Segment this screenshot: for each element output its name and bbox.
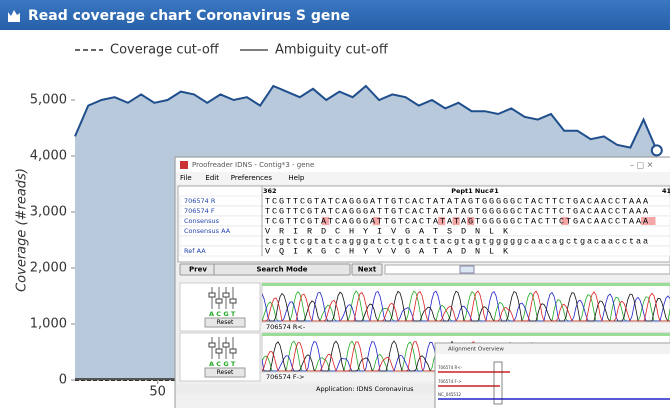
trace-highlight bbox=[262, 333, 670, 336]
y-tick-label: 1,000 bbox=[30, 317, 67, 332]
app-icon bbox=[180, 161, 188, 169]
trace-label-bg bbox=[262, 323, 670, 331]
status-text: Application: IDNS Coronavirus bbox=[316, 385, 414, 393]
y-tick-label: 4,000 bbox=[30, 149, 67, 164]
row-label[interactable]: 706574 R bbox=[184, 197, 216, 205]
trace-label: 706574 R<- bbox=[266, 323, 306, 331]
scrollbar[interactable] bbox=[385, 265, 670, 274]
menu-item[interactable]: Help bbox=[288, 174, 305, 182]
minimize[interactable]: – □ ✕ bbox=[630, 161, 653, 170]
button-label[interactable]: Search Mode bbox=[256, 266, 307, 274]
y-tick-label: 3,000 bbox=[30, 205, 67, 220]
overview-label: 706574 R<- bbox=[438, 365, 463, 370]
trace-highlight bbox=[262, 283, 670, 286]
reference-name: Pept1 Nuc#1 bbox=[451, 187, 499, 195]
row-label[interactable]: Consensus bbox=[184, 217, 220, 225]
slider-knob[interactable] bbox=[223, 293, 229, 297]
y-axis-label: Coverage (#reads) bbox=[15, 168, 30, 292]
sequence: V R I R D C H Y I V G A T S D N L K bbox=[265, 226, 510, 236]
window-title: Proofreader IDNS - Contig*3 - gene bbox=[192, 161, 314, 169]
scroll-thumb[interactable] bbox=[460, 266, 474, 273]
row-label[interactable]: 706574 F bbox=[184, 207, 215, 215]
y-tick-label: 0 bbox=[59, 373, 67, 388]
sequence: TCGTTCGTATCAGGGATTGTCACTATATAGTGGGGGCTAC… bbox=[265, 196, 650, 206]
overview-label: NC_045512 bbox=[438, 392, 462, 397]
proofreader-window: Proofreader IDNS - Contig*3 - gene – □ ✕… bbox=[175, 157, 670, 408]
row-label[interactable]: Consensus AA bbox=[184, 227, 231, 235]
x-tick-label: 50 bbox=[149, 385, 166, 400]
y-tick-label: 5,000 bbox=[30, 93, 67, 108]
base-labels: A C G T bbox=[209, 360, 236, 368]
slider-knob[interactable] bbox=[209, 343, 215, 347]
sequence: TCGTTCGTATCAGGGATTGTCACTATATAGTGGGGGCTAC… bbox=[265, 206, 650, 216]
menu-item[interactable]: Preferences bbox=[231, 174, 273, 182]
slider-knob[interactable] bbox=[216, 299, 222, 303]
slider-knob[interactable] bbox=[209, 293, 215, 297]
menu-item[interactable]: File bbox=[180, 174, 192, 182]
position-end: 41 bbox=[662, 187, 670, 195]
position-start: 362 bbox=[263, 187, 277, 195]
sequence: tcgttcgtatcagggatctgtcattacgtagtgggggcaa… bbox=[265, 236, 650, 246]
overview-label: 706574 F-> bbox=[438, 379, 462, 384]
sequence: V Q I K G C H Y V V G A T A D N L K bbox=[265, 246, 510, 256]
sequence: TCGTTCGTATCAGGGATTGTCACTATATAGTGGGGGCTAC… bbox=[265, 216, 650, 226]
legend-label: Ambiguity cut-off bbox=[275, 43, 389, 58]
button-label[interactable]: Next bbox=[358, 266, 377, 274]
chart-title: Read coverage chart Coronavirus S gene bbox=[28, 8, 350, 24]
legend-label: Coverage cut-off bbox=[110, 43, 220, 58]
overview-title: Alignment Overview bbox=[448, 347, 504, 353]
base-labels: A C G T bbox=[209, 310, 236, 318]
slider-knob[interactable] bbox=[216, 349, 222, 353]
screenshot: Read coverage chart Coronavirus S gene C… bbox=[0, 0, 670, 408]
trace-label: 706574 F-> bbox=[266, 373, 304, 381]
y-tick-label: 2,000 bbox=[30, 261, 67, 276]
page: {"chart_data": {"type": "area", "title":… bbox=[0, 0, 670, 408]
reset-label[interactable]: Reset bbox=[217, 319, 234, 326]
slider-knob[interactable] bbox=[223, 343, 229, 347]
slider-knob[interactable] bbox=[230, 349, 236, 353]
button-label[interactable]: Prev bbox=[189, 266, 207, 274]
row-label[interactable]: Ref AA bbox=[184, 247, 206, 255]
slider-knob[interactable] bbox=[230, 299, 236, 303]
menu-item[interactable]: Edit bbox=[205, 174, 219, 182]
reset-label[interactable]: Reset bbox=[217, 369, 234, 376]
hover-point bbox=[652, 145, 662, 155]
